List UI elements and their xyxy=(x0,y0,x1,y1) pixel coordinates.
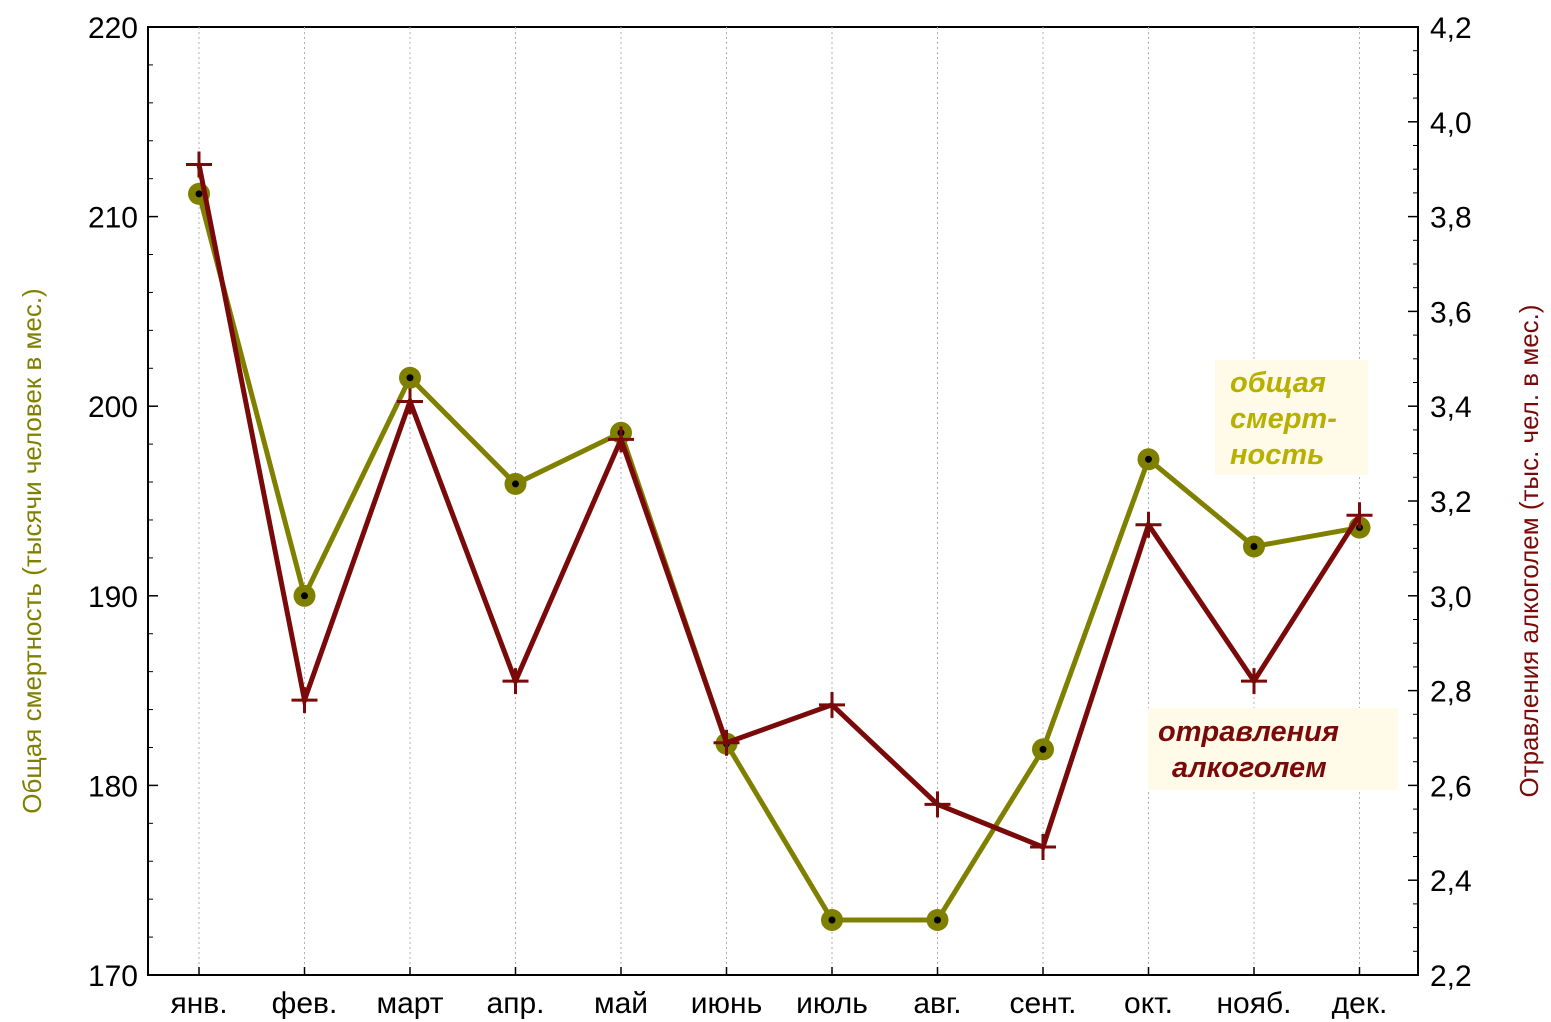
right-tick-label: 4,0 xyxy=(1430,107,1472,140)
x-tick-label-12: дек. xyxy=(1332,987,1388,1020)
x-tick-label-1: янв. xyxy=(170,987,227,1020)
left-axis-title: Общая смертность (тысячи человек в мес.) xyxy=(17,288,47,813)
total-mortality-point-center-11 xyxy=(1250,543,1258,551)
total-mortality-point-center-3 xyxy=(406,374,414,382)
total-mortality-point-center-7 xyxy=(828,916,836,924)
alcohol-poisoning-point-12 xyxy=(1346,502,1373,529)
right-tick-label: 2,2 xyxy=(1430,960,1472,993)
alcohol-poisoning-point-11 xyxy=(1241,668,1267,695)
series-line-1 xyxy=(196,193,1360,923)
alcohol-poisoning-point-4 xyxy=(502,668,529,695)
x-tick-label-8: авг. xyxy=(913,987,961,1020)
alcohol-poisoning-point-9 xyxy=(1030,834,1056,861)
plot-frame xyxy=(147,26,1419,976)
total-mortality-point-center-9 xyxy=(1039,745,1047,753)
total-mortality-point-center-2 xyxy=(301,592,308,600)
left-tick-label: 220 xyxy=(88,12,138,45)
right-tick-label: 3,2 xyxy=(1430,486,1472,519)
total-mortality-point-center-8 xyxy=(934,916,941,924)
alcohol-poisoning-point-2 xyxy=(291,687,318,714)
right-tick-label: 3,4 xyxy=(1430,391,1472,424)
right-axis-title: Отравления алкоголем (тыс. чел. в мес.) xyxy=(1514,304,1544,797)
alcohol-poisoning-point-5 xyxy=(608,426,634,453)
x-tick-label-2: фев. xyxy=(272,987,338,1020)
total-mortality-point-center-10 xyxy=(1145,455,1152,463)
x-tick-label-11: нояб. xyxy=(1216,987,1291,1020)
alcohol-poisoning-point-3 xyxy=(397,388,423,415)
x-tick-label-4: апр. xyxy=(487,987,545,1020)
right-tick-label: 3,0 xyxy=(1430,581,1472,614)
right-tick-label: 4,2 xyxy=(1430,12,1472,45)
left-tick-label: 210 xyxy=(88,202,138,235)
x-tick-label-7: июль xyxy=(796,987,868,1020)
legend-total-line-2: смерт- xyxy=(1230,403,1337,435)
alcohol-poisoning-point-1 xyxy=(186,151,212,178)
right-tick-label: 2,4 xyxy=(1430,865,1472,898)
x-tick-label-10: окт. xyxy=(1124,987,1173,1020)
right-tick-label: 2,6 xyxy=(1430,770,1472,803)
left-tick-label: 200 xyxy=(88,391,138,424)
alcohol-poisoning-point-10 xyxy=(1135,511,1162,538)
left-tick-label: 190 xyxy=(88,581,138,614)
x-tick-label-9: сент. xyxy=(1009,987,1076,1020)
legend-alcohol-line-1: отравления xyxy=(1158,716,1339,748)
alcohol-poisoning-point-8 xyxy=(924,791,951,818)
total-mortality-point-center-4 xyxy=(512,480,519,488)
right-tick-label: 3,6 xyxy=(1430,296,1472,329)
legend-box-total xyxy=(1215,360,1368,475)
legend-alcohol-line-2: алкоголем xyxy=(1172,752,1327,784)
x-tick-label-6: июнь xyxy=(691,987,762,1020)
x-tick-label-5: май xyxy=(594,987,648,1020)
total-mortality-point-center-1 xyxy=(195,190,203,198)
legend-total-line-1: общая xyxy=(1230,367,1326,399)
alcohol-poisoning-point-6 xyxy=(713,729,740,756)
right-tick-label: 2,8 xyxy=(1430,676,1472,709)
legend-box-alcohol xyxy=(1148,708,1398,790)
right-tick-label: 3,8 xyxy=(1430,202,1472,235)
series-line-2 xyxy=(196,163,1362,851)
left-tick-label: 180 xyxy=(88,770,138,803)
legend-total-line-3: ность xyxy=(1230,439,1324,471)
x-tick-label-3: март xyxy=(376,987,443,1020)
alcohol-poisoning-point-7 xyxy=(819,691,845,718)
left-tick-label: 170 xyxy=(88,960,138,993)
